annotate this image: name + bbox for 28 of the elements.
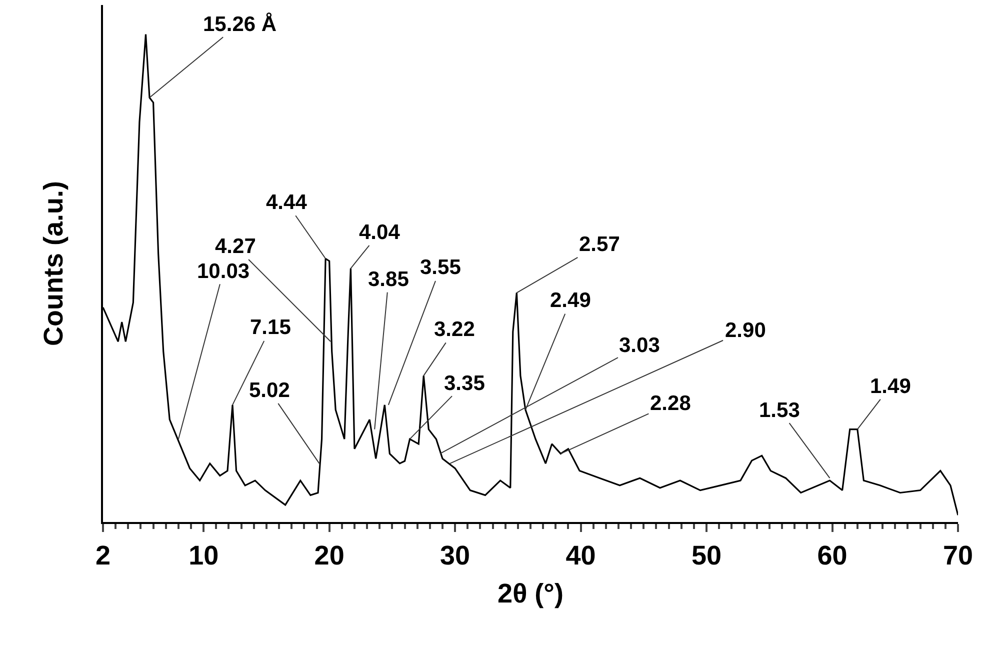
annotation: 1.49 xyxy=(870,375,911,398)
annotation: 4.44 xyxy=(266,191,308,214)
annotation: 3.03 xyxy=(619,334,660,357)
annotation: 2.28 xyxy=(650,392,692,415)
annotation: 4.04 xyxy=(359,221,400,244)
annotation: 3.85 xyxy=(368,268,410,291)
annotation: 3.55 xyxy=(420,256,462,279)
annotation: 4.27 xyxy=(215,235,256,258)
x-tick-label: 60 xyxy=(817,540,848,570)
x-tick-label: 30 xyxy=(440,540,470,570)
annotation: 5.02 xyxy=(249,379,290,402)
x-tick-label: 20 xyxy=(314,540,344,570)
annotation: 2.57 xyxy=(579,233,620,256)
x-tick-label: 50 xyxy=(692,540,722,570)
annotation: 1.53 xyxy=(759,399,800,422)
annotation: 3.22 xyxy=(434,318,475,341)
x-axis-title: 2θ (°) xyxy=(498,578,564,608)
x-tick-label: 40 xyxy=(566,540,596,570)
annotation: 2.49 xyxy=(550,289,591,312)
x-tick-label: 2 xyxy=(95,540,111,570)
annotation: 15.26 Å xyxy=(203,12,277,36)
annotation: 7.15 xyxy=(250,316,292,339)
annotation: 10.03 xyxy=(197,260,250,283)
y-axis-title: Counts (a.u.) xyxy=(38,181,69,346)
x-tick-label: 10 xyxy=(188,540,219,570)
x-tick-label: 70 xyxy=(942,540,974,570)
annotation: 2.90 xyxy=(725,319,766,342)
annotation: 3.35 xyxy=(444,372,486,395)
